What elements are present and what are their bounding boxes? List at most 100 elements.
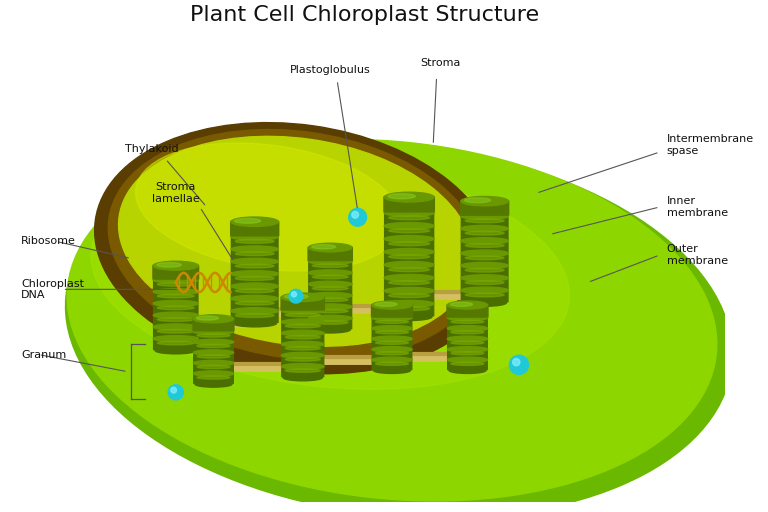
FancyBboxPatch shape (447, 359, 488, 370)
Ellipse shape (235, 240, 274, 243)
Ellipse shape (465, 293, 504, 297)
FancyBboxPatch shape (152, 265, 199, 280)
Ellipse shape (461, 287, 508, 293)
FancyBboxPatch shape (372, 338, 412, 349)
Ellipse shape (461, 225, 508, 232)
Ellipse shape (235, 313, 274, 317)
Ellipse shape (448, 315, 488, 321)
FancyBboxPatch shape (461, 228, 508, 241)
FancyBboxPatch shape (193, 331, 234, 342)
Ellipse shape (283, 374, 323, 381)
Text: Inner
membrane: Inner membrane (667, 196, 727, 218)
Ellipse shape (376, 320, 409, 324)
Ellipse shape (313, 275, 348, 279)
Text: Granum: Granum (22, 350, 67, 359)
Ellipse shape (465, 244, 504, 247)
Ellipse shape (231, 246, 278, 252)
FancyBboxPatch shape (461, 278, 508, 290)
Text: Outer
membrane: Outer membrane (667, 244, 727, 266)
Ellipse shape (384, 236, 434, 242)
Ellipse shape (231, 295, 278, 302)
Ellipse shape (384, 223, 434, 229)
Ellipse shape (285, 358, 320, 361)
FancyBboxPatch shape (308, 272, 353, 284)
Ellipse shape (389, 281, 429, 285)
FancyBboxPatch shape (230, 249, 279, 261)
Ellipse shape (197, 355, 230, 358)
Ellipse shape (386, 313, 432, 321)
FancyBboxPatch shape (230, 311, 279, 323)
Ellipse shape (451, 320, 484, 324)
FancyBboxPatch shape (447, 338, 488, 349)
Ellipse shape (231, 308, 278, 314)
Ellipse shape (285, 369, 320, 372)
FancyBboxPatch shape (308, 284, 353, 295)
Ellipse shape (94, 122, 497, 374)
Circle shape (168, 385, 184, 400)
Ellipse shape (281, 308, 324, 314)
Ellipse shape (231, 258, 278, 265)
Ellipse shape (376, 352, 409, 355)
Ellipse shape (372, 336, 412, 342)
Ellipse shape (235, 301, 274, 305)
Ellipse shape (157, 283, 194, 286)
Ellipse shape (448, 336, 488, 342)
Ellipse shape (465, 256, 504, 260)
Ellipse shape (281, 293, 324, 302)
Circle shape (352, 211, 359, 218)
FancyBboxPatch shape (230, 261, 279, 273)
Text: Intermembrane
spase: Intermembrane spase (667, 134, 753, 156)
Ellipse shape (448, 301, 488, 309)
Ellipse shape (310, 326, 350, 333)
Ellipse shape (136, 143, 401, 271)
Ellipse shape (465, 231, 504, 235)
Circle shape (349, 208, 366, 226)
Ellipse shape (450, 302, 472, 306)
Text: Thylakoid: Thylakoid (125, 144, 178, 154)
Ellipse shape (231, 217, 278, 226)
FancyBboxPatch shape (230, 221, 280, 237)
FancyBboxPatch shape (446, 304, 488, 318)
FancyBboxPatch shape (280, 296, 325, 311)
FancyBboxPatch shape (384, 278, 435, 290)
Ellipse shape (313, 298, 348, 302)
Ellipse shape (372, 315, 412, 321)
Circle shape (512, 358, 520, 366)
Ellipse shape (285, 347, 320, 350)
FancyBboxPatch shape (372, 359, 412, 370)
Text: Plastoglobulus: Plastoglobulus (290, 65, 371, 75)
FancyBboxPatch shape (308, 295, 353, 307)
Ellipse shape (389, 229, 429, 233)
FancyBboxPatch shape (384, 226, 435, 239)
Ellipse shape (194, 371, 233, 376)
Ellipse shape (281, 319, 324, 325)
Ellipse shape (197, 376, 230, 379)
Ellipse shape (312, 245, 336, 249)
Ellipse shape (384, 274, 434, 281)
Ellipse shape (389, 307, 429, 311)
FancyBboxPatch shape (461, 290, 508, 303)
FancyBboxPatch shape (461, 265, 508, 278)
Ellipse shape (118, 136, 473, 346)
FancyBboxPatch shape (192, 318, 235, 331)
Ellipse shape (309, 243, 352, 252)
FancyBboxPatch shape (384, 251, 435, 265)
FancyBboxPatch shape (384, 290, 435, 304)
Ellipse shape (281, 342, 324, 347)
Ellipse shape (389, 268, 429, 272)
FancyBboxPatch shape (153, 315, 199, 327)
Ellipse shape (313, 309, 348, 313)
FancyBboxPatch shape (193, 362, 234, 373)
FancyBboxPatch shape (281, 333, 324, 344)
Ellipse shape (313, 321, 348, 324)
FancyBboxPatch shape (193, 342, 234, 352)
Ellipse shape (389, 254, 429, 259)
FancyBboxPatch shape (230, 286, 279, 298)
Ellipse shape (235, 252, 274, 255)
Ellipse shape (372, 357, 412, 362)
Ellipse shape (461, 197, 508, 206)
FancyBboxPatch shape (308, 307, 353, 318)
Circle shape (170, 387, 177, 393)
Ellipse shape (197, 344, 230, 348)
Ellipse shape (465, 198, 491, 203)
